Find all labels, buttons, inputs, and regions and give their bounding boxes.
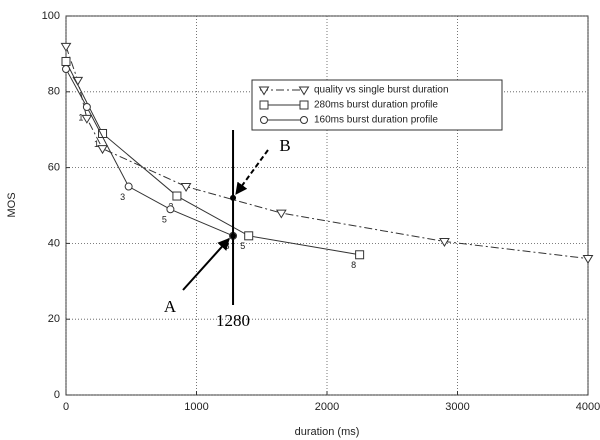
marker-label: 8 [351,260,356,270]
marker [82,102,91,111]
y-tick-label: 60 [48,162,60,174]
legend-label: quality vs single burst duration [314,85,449,96]
marker-label: 5 [240,241,245,251]
point-label: A [164,297,177,316]
marker [61,56,71,66]
marker [124,182,133,191]
marker [298,86,310,96]
y-tick-label: 0 [54,389,60,401]
point-label: B [279,136,290,155]
marker [259,100,269,110]
marker [62,65,70,74]
x-tick-label: 0 [63,401,69,413]
marker [81,114,93,124]
y-tick-label: 20 [48,313,60,325]
point [230,232,237,239]
marker [439,238,450,247]
legend-label: 280ms burst duration profile [314,100,438,111]
marker [60,42,72,52]
marker-label: 1 [94,139,99,149]
marker [244,231,254,241]
x-tick-label: 2000 [315,401,339,413]
marker [275,209,287,219]
x-tick-label: 1000 [184,401,208,413]
marker [180,183,192,193]
series-line [65,46,589,260]
marker [260,116,268,124]
y-axis-label: MOS [6,192,18,217]
marker [582,255,594,265]
marker [299,100,309,110]
marker [97,145,108,155]
marker-line-label: 1280 [216,311,250,330]
y-tick-label: 80 [48,86,60,98]
marker [172,191,182,201]
marker-label: 5 [162,215,167,225]
marker [300,116,308,124]
point [230,194,237,201]
x-tick-label: 3000 [445,401,469,413]
marker [166,205,175,214]
x-axis-label: duration (ms) [295,426,360,438]
arrow [182,237,230,291]
series-line [65,68,234,237]
marker-label: 1 [78,112,83,122]
x-tick-label: 4000 [576,401,600,413]
legend-label: 160ms burst duration profile [314,115,438,126]
y-tick-label: 40 [48,237,60,249]
y-tick-label: 100 [42,10,60,22]
marker [258,86,270,96]
marker-label: 3 [120,192,125,202]
arrow [235,149,269,195]
marker [355,250,365,260]
